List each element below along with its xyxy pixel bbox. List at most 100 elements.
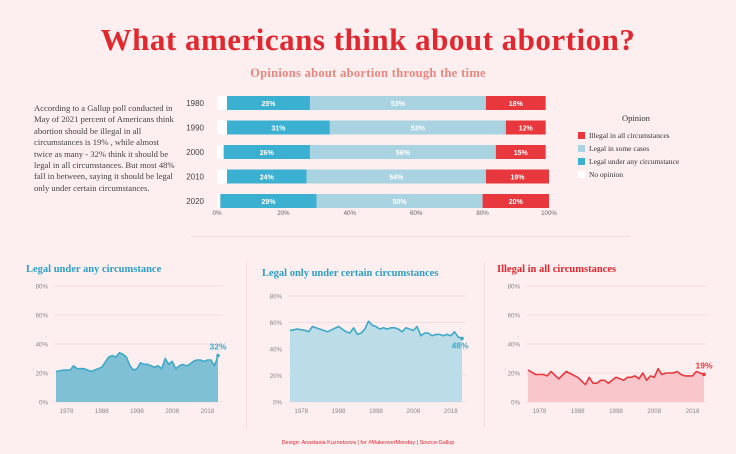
bar-category-label: 1980 xyxy=(186,99,204,108)
panel-divider xyxy=(246,262,247,427)
bar-segment xyxy=(217,169,227,184)
x-tick-label: 100% xyxy=(541,210,557,217)
bar-category-label: 2020 xyxy=(186,197,204,206)
y-tick-label: 0% xyxy=(39,400,48,407)
bar-value-label: 50% xyxy=(393,199,408,206)
area-fill xyxy=(290,321,462,402)
area-chart-certain: 0% 20% 40% 60% 80% 48% 1978 1988 1998 2008 2018 xyxy=(270,294,469,416)
y-tick-label: 20% xyxy=(36,371,49,378)
bar-value-label: 20% xyxy=(509,199,524,206)
y-tick-label: 80% xyxy=(36,284,49,291)
description-text: According to a Gallup poll conducted in … xyxy=(34,103,175,193)
legend-item-legal-any: Legal under any circumstance xyxy=(578,155,728,168)
legend-swatch xyxy=(578,132,585,139)
bar-segment xyxy=(223,145,310,159)
x-tick-label: 2018 xyxy=(201,408,215,415)
bar-segment xyxy=(217,120,227,135)
y-tick-label: 60% xyxy=(270,320,283,327)
bar-value-label: 53% xyxy=(411,126,426,133)
bar-category-label: 2000 xyxy=(186,148,204,157)
y-tick-label: 40% xyxy=(508,342,521,349)
bar-segment xyxy=(482,194,549,208)
area-fill xyxy=(56,352,218,402)
bar-value-label: 54% xyxy=(389,175,404,182)
bar-segment xyxy=(306,169,486,184)
bar-segment xyxy=(329,120,506,135)
page-subtitle: Opinions about abortion through the time xyxy=(250,66,486,80)
x-tick-label: 20% xyxy=(277,210,290,217)
legend-title: Opinion xyxy=(622,113,650,123)
bar-value-label: 56% xyxy=(396,150,411,157)
x-tick-label: 2018 xyxy=(686,408,700,415)
x-tick-label: 2018 xyxy=(444,408,458,415)
footer-credit: Design: Anastasia Kuznetsova | for #Make… xyxy=(281,440,455,446)
page-title: What americans think about abortion? xyxy=(100,22,636,57)
bar-value-label: 24% xyxy=(260,175,275,182)
x-tick-label: 1998 xyxy=(130,408,144,415)
bar-segment xyxy=(217,194,221,208)
end-value-label: 48% xyxy=(451,340,468,350)
legend-swatch xyxy=(578,158,585,165)
small-chart-title-legal-any: Legal under any circumstance xyxy=(26,264,162,275)
bar-value-label: 31% xyxy=(271,126,286,133)
bar-value-label: 19% xyxy=(510,175,525,182)
y-tick-label: 20% xyxy=(508,371,521,378)
bar-value-label: 12% xyxy=(519,126,534,133)
x-tick-label: 1988 xyxy=(571,408,585,415)
x-tick-label: 60% xyxy=(410,210,423,217)
area-fill xyxy=(528,368,704,402)
bar-segment xyxy=(226,96,310,110)
y-tick-label: 80% xyxy=(270,294,283,301)
bar-category-label: 2010 xyxy=(186,173,204,182)
bar-segment xyxy=(226,169,307,184)
bar-value-label: 53% xyxy=(391,101,406,108)
legend-label: Legal in some cases xyxy=(589,144,650,153)
x-tick-label: 2008 xyxy=(407,408,421,415)
x-tick-label: 2008 xyxy=(647,408,661,415)
stacked-bar-chart: 1980 25% 53% 18% 1990 31% 53% 12% 2000 26% 56% 15% 2… xyxy=(186,96,557,217)
bar-segment xyxy=(309,96,486,110)
x-tick-label: 1998 xyxy=(609,408,623,415)
bar-value-label: 25% xyxy=(261,101,276,108)
x-tick-label: 1988 xyxy=(95,408,109,415)
bar-value-label: 29% xyxy=(261,199,276,206)
bar-segment xyxy=(309,145,496,159)
bar-segment xyxy=(226,120,330,135)
section-divider xyxy=(190,236,630,237)
series-line xyxy=(55,351,219,373)
bar-segment xyxy=(316,194,483,208)
x-tick-label: 1998 xyxy=(369,408,383,415)
y-tick-label: 60% xyxy=(36,313,49,320)
bar-value-label: 15% xyxy=(514,150,529,157)
area-chart-illegal: 0% 20% 40% 60% 80% 19% 1978 1988 1998 2008 2018 xyxy=(508,284,713,416)
y-tick-label: 20% xyxy=(270,373,283,380)
x-tick-label: 1978 xyxy=(533,408,547,415)
legend-label: Illegal in all circumstances xyxy=(589,131,670,140)
bar-value-label: 26% xyxy=(260,150,275,157)
y-tick-label: 0% xyxy=(273,400,282,407)
legend-swatch xyxy=(578,171,585,178)
legend-label: Legal under any circumstance xyxy=(589,157,680,166)
legend-item-some-cases: Legal in some cases xyxy=(578,142,728,155)
small-chart-title-illegal: Illegal in all circumstances xyxy=(497,264,617,275)
y-tick-label: 0% xyxy=(511,400,520,407)
end-value-label: 19% xyxy=(695,360,712,370)
x-tick-label: 2008 xyxy=(165,408,179,415)
series-line xyxy=(289,320,463,340)
bar-segment xyxy=(220,194,317,208)
small-chart-title-certain: Legal only under certain circumstances xyxy=(262,268,439,279)
bar-segment xyxy=(505,120,546,135)
x-tick-label: 40% xyxy=(344,210,357,217)
y-tick-label: 40% xyxy=(270,347,283,354)
x-tick-label: 1978 xyxy=(294,408,308,415)
legend: Opinion Illegal in all circumstances Leg… xyxy=(578,113,728,181)
y-tick-label: 40% xyxy=(36,342,49,349)
bar-segment xyxy=(485,96,546,110)
legend-label: No opinion xyxy=(589,170,623,179)
bar-segment xyxy=(485,169,549,184)
x-tick-label: 0% xyxy=(213,210,222,217)
end-point xyxy=(460,336,464,341)
end-value-label: 32% xyxy=(209,342,226,352)
legend-item-illegal: Illegal in all circumstances xyxy=(578,129,728,142)
legend-item-no-opinion: No opinion xyxy=(578,168,728,181)
